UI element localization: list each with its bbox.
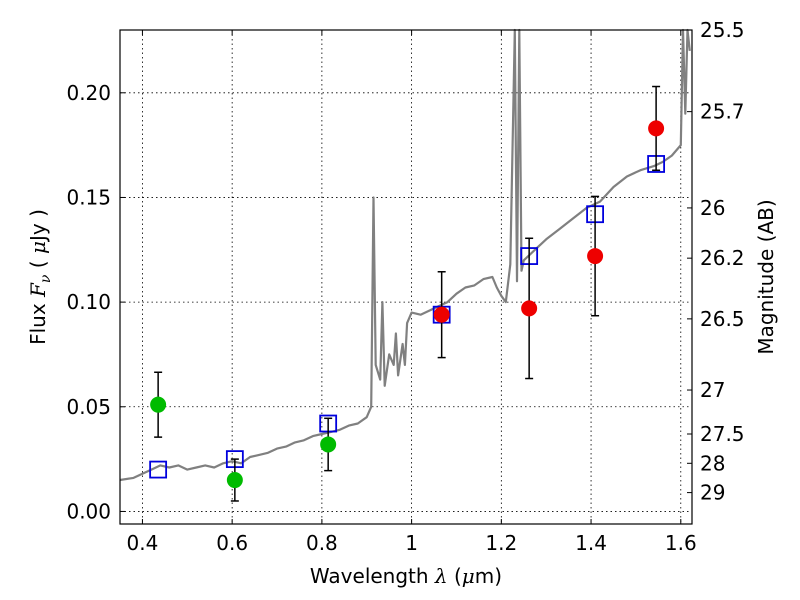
x-tick-label-0: 0.4 xyxy=(127,531,159,555)
y-tick-label-4: 0.20 xyxy=(66,81,111,105)
x-tick-label-1: 0.6 xyxy=(216,531,248,555)
y2-tick-label-0: 25.5 xyxy=(700,18,745,42)
x-tick-label-6: 1.6 xyxy=(665,531,697,555)
y2-tick-label-2: 26 xyxy=(700,196,725,220)
x-tick-label-2: 0.8 xyxy=(306,531,338,555)
x-tick-label-3: 1 xyxy=(405,531,418,555)
markers-layer xyxy=(149,85,666,502)
y2-tick-label-5: 27 xyxy=(700,378,725,402)
y2-tick-label-1: 25.7 xyxy=(700,100,745,124)
x-tick-label-4: 1.2 xyxy=(485,531,517,555)
observed-flux-point-2-1 xyxy=(226,472,243,489)
y-axis-label: Flux Fν ( μJy ) xyxy=(26,209,54,345)
observed-flux-point-3-3 xyxy=(648,120,665,137)
x-axis-label: Wavelength λ (μm) xyxy=(310,564,502,588)
plot-frame xyxy=(119,29,693,525)
observed-flux-point-2-0 xyxy=(150,396,167,413)
observed-flux-point-3-0 xyxy=(433,306,450,323)
ticks-layer: 0.4 0.6 0.8 1 1.2 1.4 1.6 0.00 0.05 0.10 0.15 0.20 2… xyxy=(66,18,744,555)
y2-axis-label: Magnitude (AB) xyxy=(754,199,778,354)
y2-tick-label-7: 28 xyxy=(700,451,725,475)
spectrum-line xyxy=(119,28,691,482)
y-tick-label-1: 0.05 xyxy=(66,395,111,419)
grid-lines xyxy=(120,30,692,524)
observed-flux-point-3-1 xyxy=(521,300,538,317)
model-flux-square-0 xyxy=(149,460,168,479)
spectrum-layer xyxy=(119,28,691,482)
y2-tick-label-8: 29 xyxy=(700,481,725,505)
y2-tick-label-3: 26.2 xyxy=(700,246,745,270)
y2-tick-label-6: 27.5 xyxy=(700,422,745,446)
y-tick-label-3: 0.15 xyxy=(66,185,111,209)
y2-tick-label-4: 26.5 xyxy=(700,307,745,331)
observed-flux-point-3-2 xyxy=(587,248,604,265)
x-tick-label-5: 1.4 xyxy=(575,531,607,555)
y-tick-label-0: 0.00 xyxy=(66,499,111,523)
y-tick-label-2: 0.10 xyxy=(66,290,111,314)
observed-flux-point-2-2 xyxy=(320,436,337,453)
